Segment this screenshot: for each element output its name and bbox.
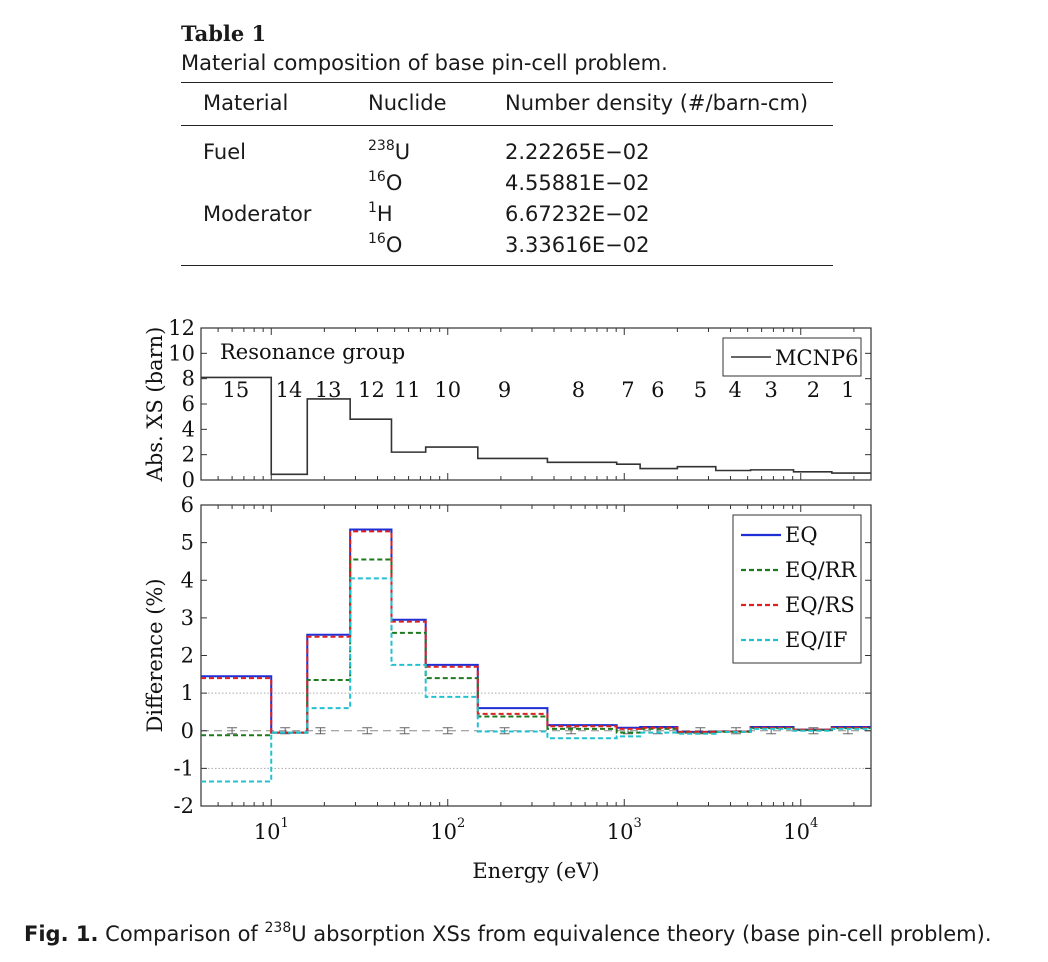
group-label: 3 xyxy=(765,378,778,402)
legend-label-eq-rs: EQ/RS xyxy=(785,593,855,617)
table-row: Fuel 238U 2.22265E−02 xyxy=(181,126,833,164)
group-label: 12 xyxy=(358,378,385,402)
y-tick-label: 12 xyxy=(168,316,195,340)
legend-label-eq: EQ xyxy=(785,523,818,547)
cell-density: 4.55881E−02 xyxy=(505,171,650,195)
cell-nuclide: 16O xyxy=(368,164,505,195)
legend-label-mcnp6: MCNP6 xyxy=(775,346,858,370)
y-tick-label: 0 xyxy=(182,468,195,492)
group-label: 7 xyxy=(621,378,634,402)
cell-material xyxy=(181,226,368,266)
y-tick-label: -1 xyxy=(174,756,194,780)
nuclide-mass: 16 xyxy=(368,231,386,247)
y-tick-label: 6 xyxy=(182,392,195,416)
cell-density: 6.67232E−02 xyxy=(505,202,650,226)
header-nuclide: Nuclide xyxy=(368,82,505,126)
y-tick-label: 5 xyxy=(181,531,194,555)
top-y-axis-label: Abs. XS (barn) xyxy=(143,327,167,483)
cell-density: 3.33616E−02 xyxy=(505,233,650,257)
cell-material: Moderator xyxy=(203,202,312,226)
x-tick-label: 102 xyxy=(430,816,465,844)
y-tick-label: 1 xyxy=(181,681,194,705)
table-row: 16O 3.33616E−02 xyxy=(181,226,833,266)
group-label: 2 xyxy=(807,378,820,402)
cell-nuclide: 238U xyxy=(368,126,505,164)
group-label: 14 xyxy=(276,378,303,402)
group-label: 11 xyxy=(394,378,421,402)
nuclide-mass: 1 xyxy=(368,200,377,216)
figure-caption: Fig. 1. Comparison of 238U absorption XS… xyxy=(24,920,992,948)
header-density: Number density (#/barn-cm) xyxy=(505,82,833,126)
x-tick-label: 104 xyxy=(783,816,818,844)
cell-material xyxy=(181,164,368,195)
x-tick-exponent: 3 xyxy=(633,816,641,831)
legend-label-eq-rr: EQ/RR xyxy=(785,558,857,582)
cell-nuclide: 16O xyxy=(368,226,505,266)
x-tick-base: 10 xyxy=(607,820,634,844)
table-row: Moderator 1H 6.67232E−02 xyxy=(181,195,833,226)
table-header-row: Material Nuclide Number density (#/barn-… xyxy=(181,82,833,126)
x-tick-label: 101 xyxy=(254,816,289,844)
x-tick-label: 103 xyxy=(607,816,642,844)
y-tick-label: 6 xyxy=(181,493,194,517)
y-tick-label: 3 xyxy=(181,606,194,630)
cell-nuclide: 1H xyxy=(368,195,505,226)
bottom-legend-box xyxy=(732,514,862,664)
legend-label-eq-if: EQ/IF xyxy=(785,628,848,652)
x-tick-exponent: 1 xyxy=(280,816,288,831)
x-tick-exponent: 4 xyxy=(810,816,818,831)
nuclide-mass: 238 xyxy=(368,138,395,154)
group-label: 1 xyxy=(841,378,854,402)
y-tick-label: 2 xyxy=(182,443,195,467)
figure-caption-post: U absorption XSs from equivalence theory… xyxy=(291,922,992,946)
cell-material: Fuel xyxy=(203,140,246,164)
y-tick-label: 2 xyxy=(181,644,194,668)
group-label: 13 xyxy=(315,378,342,402)
table-block: Table 1 Material composition of base pin… xyxy=(181,20,833,266)
figure-caption-pre: Comparison of xyxy=(105,922,258,946)
y-tick-label: 8 xyxy=(182,367,195,391)
group-label: 5 xyxy=(694,378,707,402)
material-table: Material Nuclide Number density (#/barn-… xyxy=(181,82,833,266)
x-tick-exponent: 2 xyxy=(457,816,465,831)
table-row: 16O 4.55881E−02 xyxy=(181,164,833,195)
y-tick-label: 10 xyxy=(168,341,195,365)
figure: 0 2 4 6 8 10 12 Abs. XS (barn) Resonance group 15… xyxy=(0,290,1048,900)
y-tick-label: -2 xyxy=(174,794,194,818)
nuclide-mass: 16 xyxy=(368,169,386,185)
nuclide-symbol: O xyxy=(385,171,403,195)
group-label: 4 xyxy=(728,378,741,402)
series-line-eq-rs xyxy=(201,530,871,734)
header-material: Material xyxy=(181,82,368,126)
x-tick-base: 10 xyxy=(783,820,810,844)
y-tick-label: 0 xyxy=(181,719,194,743)
bottom-y-axis-label: Difference (%) xyxy=(143,578,167,732)
table-label: Table 1 xyxy=(181,21,267,46)
table-caption: Material composition of base pin-cell pr… xyxy=(181,51,668,75)
figure-label: Fig. 1. xyxy=(24,922,99,946)
group-label: 10 xyxy=(434,378,461,402)
nuclide-symbol: U xyxy=(394,140,411,164)
x-tick-base: 10 xyxy=(430,820,457,844)
figure-caption-sup: 238 xyxy=(264,920,292,936)
group-label: 15 xyxy=(222,378,249,402)
cell-density: 2.22265E−02 xyxy=(505,140,650,164)
group-label: 6 xyxy=(651,378,664,402)
resonance-group-annotation: Resonance group xyxy=(220,340,405,364)
y-tick-label: 4 xyxy=(182,417,195,441)
x-tick-base: 10 xyxy=(254,820,281,844)
group-label: 8 xyxy=(572,378,585,402)
series-line-eq-if xyxy=(201,577,871,783)
group-label: 9 xyxy=(498,378,511,402)
x-axis-label: Energy (eV) xyxy=(472,859,599,883)
series-mcnp6-line xyxy=(201,376,871,476)
nuclide-symbol: O xyxy=(385,233,403,257)
y-tick-label: 4 xyxy=(181,568,194,592)
nuclide-symbol: H xyxy=(376,202,393,226)
